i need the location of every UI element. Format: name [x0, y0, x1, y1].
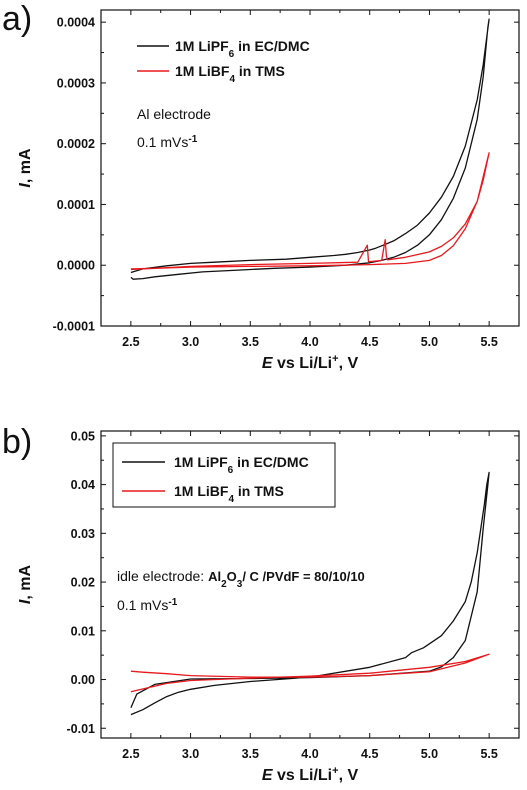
annotation-electrode: Al electrode — [137, 106, 211, 122]
x-tick-label: 5.5 — [480, 335, 497, 349]
y-tick-label: 0.01 — [71, 624, 95, 638]
series-line-libf4 — [130, 653, 490, 693]
y-tick-label: 0.05 — [71, 429, 95, 443]
annotation-scan-rate: 0.1 mVs-1 — [117, 597, 178, 614]
legend-label: 1M LiBF4 in TMS — [174, 483, 284, 505]
y-tick-label: 0.04 — [71, 478, 95, 492]
legend-label: 1M LiPF6 in EC/DMC — [174, 454, 309, 476]
series-line-lipf6 — [130, 471, 490, 716]
y-tick-label: 0.0002 — [57, 137, 95, 151]
y-tick-label: 0.0000 — [57, 259, 95, 273]
y-tick-label: 0.03 — [71, 527, 95, 541]
y-tick-label: 0.02 — [71, 576, 95, 590]
annotation-scan-rate: 0.1 mVs-1 — [137, 134, 198, 151]
panel-label: b) — [2, 423, 32, 461]
y-tick-label: -0.0001 — [53, 320, 95, 334]
y-tick-label: 0.0004 — [57, 16, 95, 30]
y-axis-title: I, mA — [17, 148, 34, 188]
chart-panel-a: a) 2.5 3.0 3.5 4.0 4.5 5.0 5.5 -0.0001 0.0000 0.00… — [2, 0, 520, 372]
x-tick-label: 4.5 — [361, 335, 378, 349]
x-tick-label: 5.5 — [480, 747, 497, 761]
x-tick-label: 3.0 — [182, 747, 199, 761]
annotation-electrode: idle electrode: Al2O3/ C /PVdF = 80/10/1… — [117, 568, 365, 590]
x-tick-label: 4.5 — [361, 747, 378, 761]
y-axis-title: I, mA — [17, 564, 34, 604]
y-tick-label: 0.00 — [71, 673, 95, 687]
series-line-lipf6 — [130, 18, 490, 280]
legend-label: 1M LiPF6 in EC/DMC — [175, 38, 310, 60]
x-tick-label: 3.0 — [182, 335, 199, 349]
y-tick-label: -0.01 — [67, 722, 96, 736]
x-axis-title: E vs Li/Li+, V — [262, 353, 359, 372]
y-tick-label: 0.0001 — [57, 198, 95, 212]
x-tick-label: 4.0 — [301, 747, 318, 761]
x-axis-title: E vs Li/Li+, V — [262, 765, 359, 784]
x-tick-label: 3.5 — [242, 747, 259, 761]
x-tick-label: 3.5 — [242, 335, 259, 349]
x-tick-label: 5.0 — [421, 747, 438, 761]
chart-panel-b: b) 2.5 3.0 3.5 4.0 4.5 5.0 5.5 -0.01 0.00 0.01 0.02… — [2, 423, 520, 784]
legend-label: 1M LiBF4 in TMS — [175, 63, 285, 85]
panel-label: a) — [2, 0, 32, 38]
x-tick-label: 2.5 — [122, 747, 139, 761]
series-line-libf4 — [130, 152, 490, 271]
x-tick-label: 5.0 — [421, 335, 438, 349]
y-tick-label: 0.0003 — [57, 76, 95, 90]
x-tick-label: 4.0 — [301, 335, 318, 349]
legend-box — [112, 442, 336, 508]
x-tick-label: 2.5 — [122, 335, 139, 349]
